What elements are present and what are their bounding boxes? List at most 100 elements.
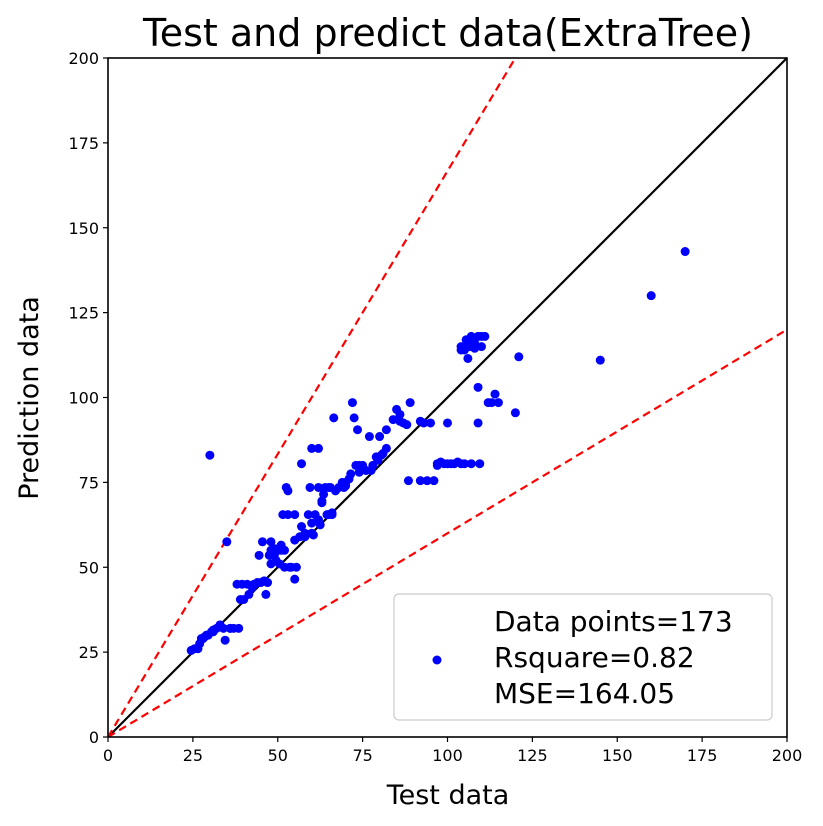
data-point [388,415,398,425]
data-point [280,545,290,555]
x-tick-label: 125 [517,746,548,765]
data-point [329,413,339,423]
data-point [222,537,232,547]
legend-box [393,593,773,721]
data-point [346,469,356,479]
data-point [403,476,413,486]
y-tick-label: 175 [68,134,99,153]
data-point [327,508,337,518]
data-point [426,418,436,428]
data-point [415,416,425,426]
x-tick-label: 75 [352,746,372,765]
data-point [307,443,317,453]
data-point [319,489,329,499]
data-point [402,420,412,430]
data-point [429,476,439,486]
x-axis-label: Test data [386,780,510,811]
data-point [313,515,323,525]
data-point [463,353,473,363]
data-point [381,443,391,453]
bound-line-2 [108,328,787,737]
y-tick-label: 0 [89,728,99,747]
data-point [415,476,425,486]
legend-line-1: Data points=173 [494,605,733,638]
data-point [405,398,415,408]
data-point [290,535,300,545]
x-tick-label: 175 [687,746,718,765]
legend-marker [432,655,442,665]
data-point [347,398,357,408]
legend-line-2: Rsquare=0.82 [494,641,695,674]
data-point [254,550,264,560]
data-point [470,338,480,348]
data-point [364,432,374,442]
data-point [466,459,476,469]
data-point [493,398,503,408]
data-point [375,432,385,442]
data-point [308,530,318,540]
x-tick-label: 50 [268,746,288,765]
data-point [290,574,300,584]
data-point [297,459,307,469]
y-tick-label: 25 [79,643,99,662]
y-tick-label: 50 [79,558,99,577]
data-point [205,450,215,460]
data-point [490,389,500,399]
data-point [208,627,218,637]
data-point [283,510,293,520]
data-point [459,342,469,352]
data-point [487,398,497,408]
data-point [422,476,432,486]
y-axis-label: Prediction data [14,296,45,500]
x-tick-label: 100 [432,746,463,765]
data-point [317,498,327,508]
data-point [473,418,483,428]
y-tick-label: 100 [68,389,99,408]
data-point [313,443,323,453]
data-point [646,291,656,301]
data-point [303,510,313,520]
data-point [220,635,230,645]
data-point [307,518,317,528]
legend-line-3: MSE=164.05 [494,677,675,710]
y-tick-label: 150 [68,219,99,238]
data-point [215,620,225,630]
data-point [313,482,323,492]
y-tick-label: 75 [79,473,99,492]
data-point [297,522,307,532]
data-point [354,467,364,477]
x-tick-label: 0 [103,746,113,765]
data-point [680,247,690,257]
data-point [225,623,235,633]
data-point [300,528,310,538]
data-point [473,382,483,392]
x-tick-label: 150 [602,746,633,765]
data-point [291,562,301,572]
data-point [283,486,293,496]
x-tick-label: 25 [183,746,203,765]
data-point [353,425,363,435]
axes: 0 25 50 75 100 125 150 175 200 0 25 50 75 100 125 150 17… [68,49,802,765]
y-tick-label: 125 [68,304,99,323]
data-point [244,589,254,599]
data-point [395,409,405,419]
data-point [266,559,276,569]
data-point [305,482,315,492]
data-point [263,578,273,588]
data-point [266,537,276,547]
data-point [341,481,351,491]
data-point [261,589,271,599]
y-tick-label: 200 [68,49,99,68]
data-point [395,416,405,426]
data-point [443,418,452,428]
x-tick-label: 200 [772,746,803,765]
data-point [290,510,300,520]
data-point [510,408,520,418]
data-point [249,579,259,589]
chart-title: Test and predict data(ExtraTree) [142,11,753,55]
data-point [514,352,524,362]
data-point [349,413,359,423]
data-point [198,634,208,644]
data-point [381,425,391,435]
